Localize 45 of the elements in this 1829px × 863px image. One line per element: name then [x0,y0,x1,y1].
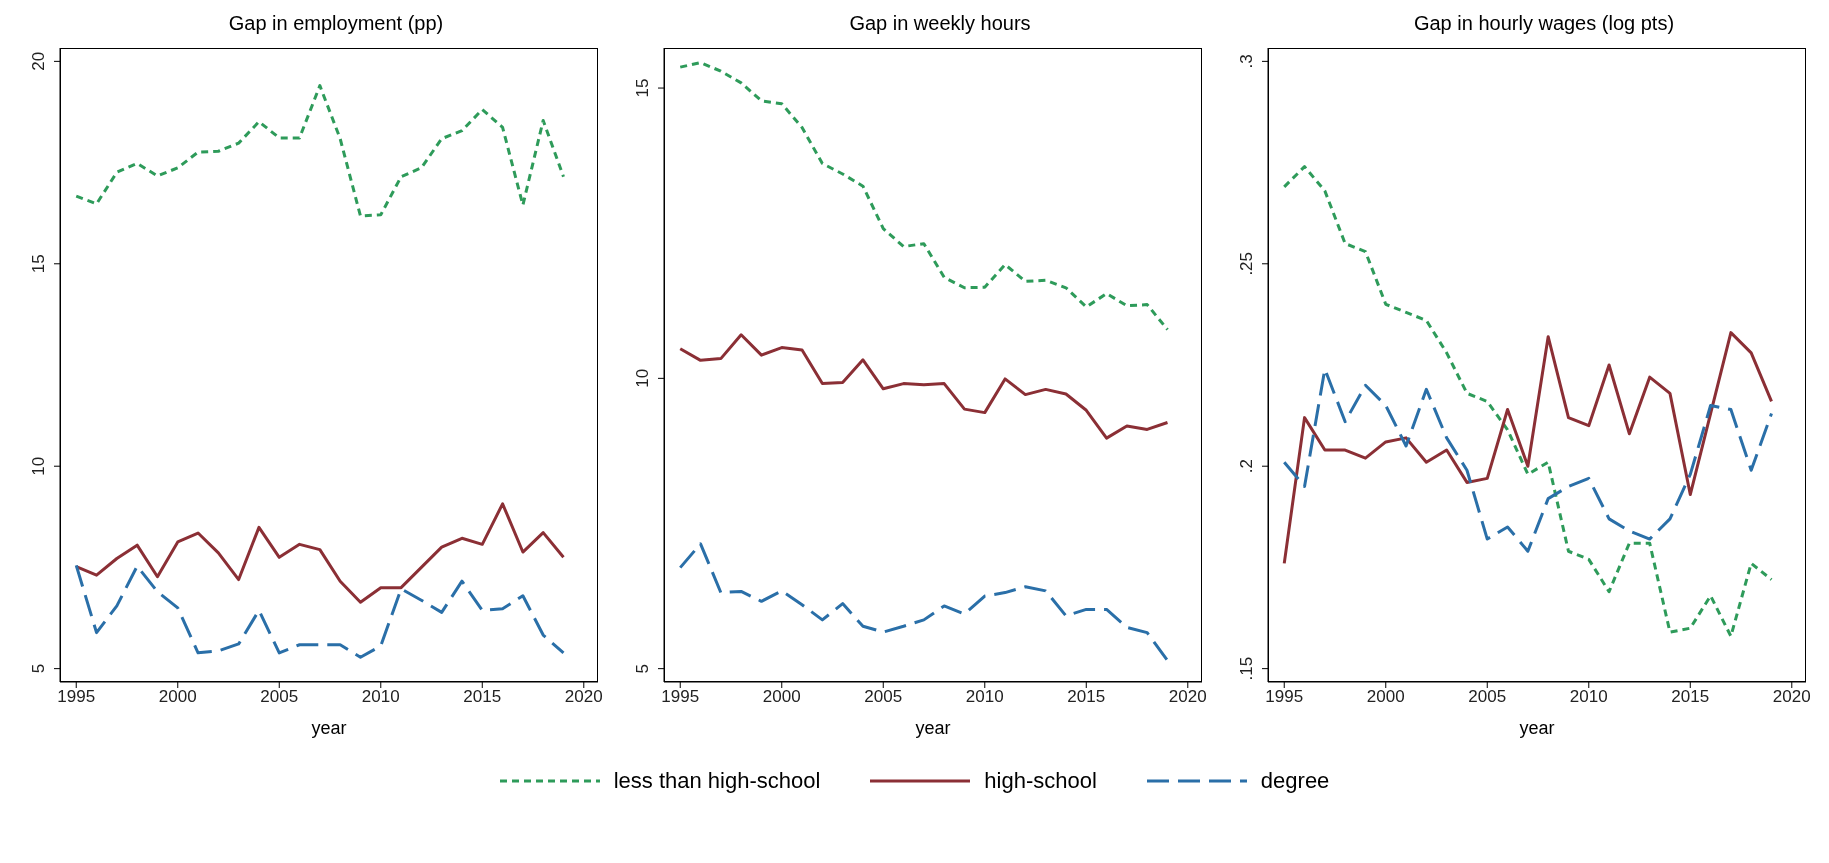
x-tick-label: 2000 [762,687,801,707]
chart-title: Gap in weekly hours [848,11,1032,36]
x-tick-label: 2015 [1671,687,1710,707]
line-series [1282,331,1773,565]
x-tick-label: 1995 [1265,687,1304,707]
y-tick-label: 15 [633,78,652,98]
line-series [678,61,1169,332]
x-axis-title: year [1519,718,1555,738]
y-tick-label: 10 [633,368,652,388]
x-tick-label: 2015 [463,687,502,707]
legend-label: less than high-school [613,768,821,794]
x-tick-label: 2020 [1168,687,1207,707]
y-tick-label: 5 [633,663,652,674]
x-axis-title: year [311,718,347,738]
x-tick-label: 2000 [158,687,197,707]
x-tick-label: 2005 [260,687,299,707]
chart-title: Gap in hourly wages (log pts) [1412,11,1676,36]
y-tick-label: 20 [29,51,48,71]
x-tick-label: 2015 [1067,687,1106,707]
y-tick-label: 10 [29,456,48,476]
x-tick-label: 2020 [1772,687,1811,707]
x-axis-title: year [915,718,951,738]
x-tick-label: 2010 [1569,687,1608,707]
y-tick-label: .25 [1237,251,1256,276]
y-tick-label: .3 [1237,54,1256,69]
y-tick-label: 15 [29,254,48,274]
line-series [74,563,565,659]
line-series [678,333,1169,440]
legend-label: high-school [984,768,1097,794]
x-tick-label: 2010 [361,687,400,707]
chart-title: Gap in employment (pp) [227,11,445,36]
x-tick-label: 2020 [564,687,603,707]
x-tick-label: 2010 [965,687,1004,707]
line-series [678,542,1169,663]
y-tick-label: .2 [1237,459,1256,474]
y-tick-label: .15 [1237,656,1256,681]
x-tick-label: 2005 [864,687,903,707]
line-series [1282,165,1773,638]
x-tick-label: 1995 [57,687,96,707]
x-tick-label: 1995 [661,687,700,707]
line-series [74,84,565,218]
legend-label: degree [1260,768,1330,794]
x-tick-label: 2000 [1366,687,1405,707]
x-tick-label: 2005 [1468,687,1507,707]
y-tick-label: 5 [29,663,48,674]
